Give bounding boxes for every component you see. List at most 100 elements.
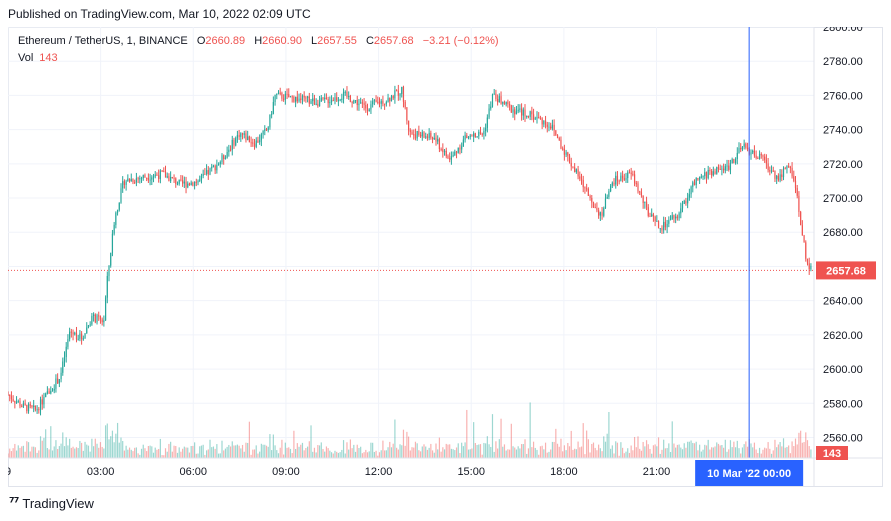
volume-bar [320, 442, 322, 458]
volume-bar [279, 447, 281, 458]
candle-body [19, 401, 21, 407]
candle-body [433, 137, 435, 140]
candle-body [106, 275, 108, 298]
candle-body [661, 228, 663, 231]
volume-bar [301, 442, 304, 458]
candle-body [22, 403, 25, 407]
candle-body [517, 109, 519, 112]
volume-bar [428, 447, 430, 458]
candle-body [387, 97, 389, 102]
candle-body [199, 179, 201, 181]
volume-bar [457, 443, 459, 458]
candle-body [574, 167, 576, 173]
candle-body [77, 338, 79, 340]
volume-bar [659, 453, 661, 458]
volume-bar [252, 449, 254, 458]
volume-bar [404, 445, 406, 458]
candle-body [438, 139, 441, 149]
candle-body [303, 95, 305, 98]
candle-body [142, 175, 144, 179]
candle-body [404, 101, 406, 108]
volume-bar [654, 444, 656, 458]
candle-body [358, 103, 360, 106]
candle-body [163, 171, 165, 173]
candle-body [62, 361, 64, 373]
candle-body [332, 100, 334, 102]
volume-bar [577, 441, 579, 458]
candle-body [306, 96, 309, 98]
volume-bar [192, 445, 194, 458]
volume-bar [14, 443, 16, 458]
candle-body [402, 86, 405, 102]
candle-body [769, 170, 771, 172]
candle-body [406, 107, 408, 121]
volume-bar [361, 453, 363, 458]
volume-bar [144, 448, 146, 458]
volume-bar [77, 448, 79, 458]
volume-bar [598, 444, 600, 458]
volume-bar [401, 445, 403, 458]
volume-bar [562, 451, 564, 458]
candle-body [770, 170, 773, 172]
candle-body [450, 156, 452, 160]
volume-bar [712, 447, 714, 458]
volume-bar [115, 433, 117, 458]
candle-body [175, 178, 177, 184]
volume-bar [332, 453, 334, 458]
candle-body [765, 159, 767, 164]
volume-bar [419, 451, 422, 458]
candle-body [449, 158, 451, 160]
volume-bar [214, 448, 216, 458]
candle-body [479, 131, 482, 134]
volume-bar [248, 421, 250, 458]
candle-body [509, 104, 511, 106]
volume-bar [132, 451, 134, 458]
volume-bar [418, 450, 420, 458]
volume-bar [389, 441, 391, 458]
volume-bar [142, 444, 144, 458]
candle-body [621, 175, 624, 179]
candle-body [348, 95, 350, 97]
candle-body [594, 207, 596, 209]
volume-bar [519, 448, 521, 458]
candle-body [194, 181, 196, 186]
volume-bar [543, 449, 545, 458]
volume-bar [308, 441, 310, 458]
volume-bar [147, 446, 149, 458]
legend-low: 2657.55 [317, 35, 357, 47]
volume-bar [330, 452, 333, 458]
volume-bar [467, 449, 470, 458]
volume-bar [538, 454, 540, 458]
volume-bar [303, 450, 305, 458]
candle-body [452, 155, 454, 157]
volume-bar [442, 447, 444, 458]
x-tick-label: 09:00 [272, 466, 300, 478]
volume-bar [656, 446, 658, 458]
candle-body [755, 155, 757, 158]
volume-label: Vol [18, 52, 34, 64]
volume-bar [298, 446, 300, 458]
volume-bar [200, 445, 203, 458]
candle-body [805, 242, 807, 259]
candle-body [796, 188, 798, 196]
last-volume-label: 143 [823, 448, 841, 460]
candle-body [120, 188, 122, 203]
volume-bar [774, 439, 776, 458]
volume-bar [697, 450, 699, 458]
volume-bar [620, 442, 622, 458]
volume-bar [524, 439, 526, 458]
volume-bar [532, 441, 535, 458]
price-chart[interactable]: 2560.00 2580.00 2600.00 2620.00 2640.00 2660.… [8, 27, 883, 487]
tradingview-logo[interactable]: ⁷⁷ TradingView [9, 496, 94, 511]
candle-body [743, 143, 745, 147]
volume-bar [632, 450, 634, 458]
volume-bar [205, 450, 208, 458]
candle-body [396, 90, 398, 92]
candle-body [116, 209, 119, 213]
volume-bar [269, 434, 271, 458]
candle-body [611, 182, 613, 186]
candle-body [128, 178, 131, 182]
candle-body [176, 183, 179, 185]
candle-body [339, 99, 341, 101]
volume-bar [82, 450, 84, 458]
